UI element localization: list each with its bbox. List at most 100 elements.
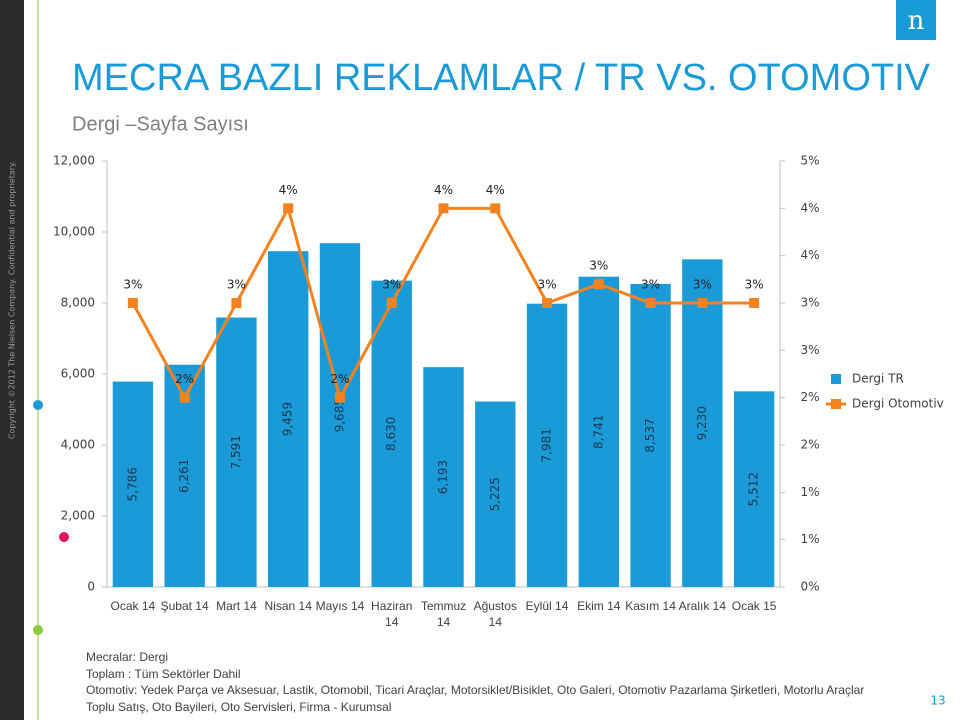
x-tick-label: Eylül 14 xyxy=(525,599,569,613)
y-tick-label: 4,000 xyxy=(61,438,95,452)
marker xyxy=(542,298,553,308)
bar xyxy=(371,280,412,587)
bar xyxy=(733,391,775,587)
marker xyxy=(231,298,242,308)
y2-tick-label: 3% xyxy=(800,343,819,357)
chart-title: MECRA BAZLI REKLAMLAR / TR VS. OTOMOTIV xyxy=(72,57,931,99)
data-label: 6,193 xyxy=(436,460,450,494)
decor-dot xyxy=(59,532,69,542)
bar xyxy=(630,283,671,587)
page-number: 13 xyxy=(930,694,945,708)
decor-dot xyxy=(33,400,43,410)
bar xyxy=(578,276,619,587)
x-tick-label: Şubat 14 xyxy=(160,599,209,613)
x-tick-label: Mayıs 14 xyxy=(315,599,365,613)
bar xyxy=(475,401,516,587)
x-tick-label: Aralık 14 xyxy=(678,599,727,613)
y2-tick-label: 5% xyxy=(800,154,819,168)
y2-tick-label: 4% xyxy=(800,201,819,215)
y2-tick-label: 4% xyxy=(800,248,819,262)
y2-tick-label: 2% xyxy=(800,438,819,452)
data-label: 7,591 xyxy=(229,435,243,469)
y2-tick-label: 1% xyxy=(800,485,819,499)
marker xyxy=(593,279,604,290)
y-tick-label: 0 xyxy=(87,580,95,594)
note: Toplam : Tüm Sektörler Dahil xyxy=(86,666,241,681)
data-label: 3% xyxy=(641,278,660,292)
marker xyxy=(645,298,656,308)
data-label: 4% xyxy=(486,183,505,197)
bar xyxy=(423,367,464,587)
data-label: 9,685 xyxy=(332,398,346,432)
logo-box xyxy=(896,0,936,40)
data-label: 9,459 xyxy=(281,402,295,436)
copyright: Copyright ©2012 The Nielsen Company. Con… xyxy=(8,161,17,439)
data-label: 4% xyxy=(434,183,453,197)
data-label: 8,741 xyxy=(591,415,605,449)
note: Otomotiv: Yedek Parça ve Aksesuar, Lasti… xyxy=(86,683,865,697)
data-label: 3% xyxy=(589,259,608,273)
note: Toplu Satış, Oto Bayileri, Oto Servisler… xyxy=(86,699,392,714)
y2-tick-label: 2% xyxy=(800,390,819,404)
marker xyxy=(179,392,190,403)
y-tick-label: 12,000 xyxy=(53,154,95,168)
y-tick-label: 8,000 xyxy=(61,296,95,310)
y2-tick-label: 0% xyxy=(800,580,819,594)
x-tick-label: Nisan 14 xyxy=(264,599,312,613)
x-tick-label: Kasım 14 xyxy=(625,599,676,613)
legend-label: Dergi TR xyxy=(852,372,904,386)
bar xyxy=(682,259,723,587)
legend-swatch xyxy=(831,374,841,384)
data-label: 4% xyxy=(279,183,298,197)
x-tick-label: Temmuz 14 xyxy=(420,599,467,629)
marker xyxy=(386,298,397,308)
decor-dot xyxy=(33,625,43,635)
marker xyxy=(334,392,345,403)
marker xyxy=(438,203,449,214)
data-label: 3% xyxy=(538,278,557,292)
y-tick-label: 10,000 xyxy=(53,225,95,239)
marker xyxy=(127,298,138,308)
marker xyxy=(749,298,760,308)
x-tick-label: Ocak 15 xyxy=(731,599,777,613)
data-label: 3% xyxy=(123,278,142,292)
legend-label: Dergi Otomotiv xyxy=(852,397,944,411)
data-label: 3% xyxy=(227,278,246,292)
logo: n xyxy=(908,6,925,36)
data-label: 8,630 xyxy=(384,417,398,451)
y-tick-label: 6,000 xyxy=(61,367,95,381)
data-label: 7,981 xyxy=(540,428,554,462)
sidebar xyxy=(0,0,24,720)
x-tick-label: Mart 14 xyxy=(216,599,257,613)
data-label: 5,512 xyxy=(747,472,761,506)
data-label: 8,537 xyxy=(643,418,657,452)
bar xyxy=(319,243,361,587)
marker xyxy=(490,203,501,214)
data-label: 3% xyxy=(382,278,401,292)
bar xyxy=(112,381,154,587)
y-tick-label: 2,000 xyxy=(61,509,95,523)
x-tick-label: Ağustos 14 xyxy=(473,599,517,629)
bar xyxy=(526,303,568,587)
data-label: 5,225 xyxy=(488,477,502,511)
x-tick-label: Haziran 14 xyxy=(371,599,413,629)
y2-tick-label: 1% xyxy=(800,532,819,546)
data-label: 3% xyxy=(745,278,764,292)
note: Mecralar: Dergi xyxy=(86,650,169,664)
data-label: 5,786 xyxy=(125,467,139,501)
x-tick-label: Ocak 14 xyxy=(110,599,156,613)
data-label: 2% xyxy=(330,372,349,386)
marker xyxy=(697,298,708,308)
chart-subtitle: Dergi –Sayfa Sayısı xyxy=(72,113,249,135)
data-label: 2% xyxy=(175,372,194,386)
data-label: 6,261 xyxy=(177,459,191,493)
marker xyxy=(283,203,294,214)
x-tick-label: Ekim 14 xyxy=(577,599,621,613)
y2-tick-label: 3% xyxy=(800,296,819,310)
data-label: 9,230 xyxy=(695,406,709,440)
data-label: 3% xyxy=(693,278,712,292)
bar xyxy=(216,317,257,587)
bar xyxy=(268,251,309,587)
